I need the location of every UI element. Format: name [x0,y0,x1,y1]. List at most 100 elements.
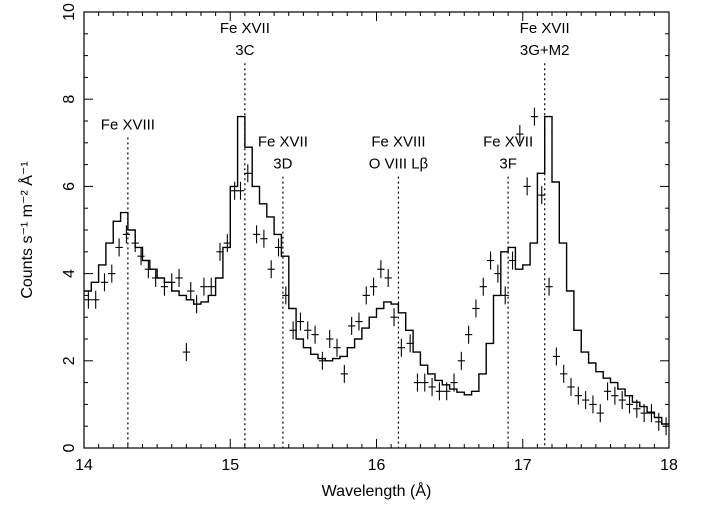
data-point [152,268,160,287]
data-point [311,325,319,344]
data-point [115,238,123,257]
data-point [100,273,109,292]
data-point [252,225,261,244]
line-label: Fe XVII [520,20,570,37]
data-point [545,277,553,296]
line-annotation: Fe XVII 3D [258,134,308,448]
data-point [160,277,169,296]
data-point [207,277,215,296]
data-point [296,312,305,331]
data-point [216,242,224,261]
line-label: 3C [235,42,254,59]
line-annotation: Fe XVII 3G+M2 [520,20,570,448]
data-point [289,321,297,340]
data-point [384,268,392,287]
data-point [340,364,348,383]
data-point [347,316,356,335]
line-label: Fe XVII [258,134,308,151]
data-point [494,264,502,283]
line-annotation: Fe XVII 3C [220,20,270,448]
data-points-series [84,107,670,436]
data-point [538,186,546,205]
y-tick-label: 4 [61,269,78,278]
y-tick-label: 2 [61,356,78,365]
y-axis-label: Counts s⁻¹ m⁻² Å⁻¹ [17,161,36,298]
data-point [618,391,626,410]
y-tick-label: 8 [61,95,78,104]
data-point [640,404,648,423]
y-tick-label: 10 [61,3,78,21]
data-point [421,373,429,392]
data-point [435,382,444,401]
data-point [413,373,422,392]
data-point [122,225,131,244]
data-point [633,399,641,418]
axes: 14 15 16 17 18 0 2 4 6 8 10 [61,3,678,474]
x-axis-label: Wavelength (Å) [322,481,432,500]
line-annotation: Fe XVIII [101,116,155,448]
x-tick-label: 14 [75,457,93,474]
data-point [144,260,153,279]
data-point [260,229,268,248]
y-tick-label: 6 [61,182,78,191]
line-label: Fe XVIII [371,134,425,151]
line-annotation: Fe XVIII O VIII Lβ [369,134,429,448]
data-point [603,382,612,401]
data-point [223,234,231,253]
data-point [304,321,312,340]
data-point [377,260,385,279]
data-point [200,277,208,296]
data-point [236,181,245,200]
data-point [369,277,378,296]
line-label: O VIII Lβ [369,156,429,173]
data-point [192,295,201,314]
data-point [318,351,327,370]
line-label: 3G+M2 [520,42,570,59]
x-tick-label: 18 [660,457,678,474]
data-point [182,343,191,362]
data-point [131,234,139,253]
data-point [137,247,145,266]
data-point [406,334,414,353]
data-point [596,404,604,423]
data-point [84,290,93,309]
data-point [326,330,334,348]
data-point [611,386,619,405]
data-point [92,290,100,309]
data-point [552,347,561,366]
data-point [574,386,582,405]
data-point [282,286,290,305]
x-tick-label: 15 [221,457,239,474]
data-point [362,286,370,305]
data-point [175,268,183,287]
data-point [464,325,473,344]
data-point [397,338,406,357]
data-point [508,251,517,270]
data-point [267,260,275,279]
line-label: 3F [499,156,517,173]
data-point [274,238,283,257]
data-point [655,412,663,431]
data-point [560,364,568,383]
data-point [355,312,363,331]
data-point [516,125,524,144]
data-point [647,404,656,423]
data-point [581,391,590,410]
line-label: Fe XVII [483,134,533,151]
line-label: Fe XVIII [101,116,155,133]
model-step-series [84,115,669,425]
line-annotations: Fe XVIII Fe XVII 3C Fe XVII 3D Fe XVIII O VIII… [101,20,570,448]
data-point [501,286,509,305]
data-point [530,107,539,126]
data-point [625,395,634,414]
data-point [472,299,480,318]
data-point [457,351,465,370]
data-point [523,177,531,196]
data-point [244,164,252,183]
data-point [187,282,195,301]
data-point [479,277,487,296]
data-point [450,373,458,392]
data-point [589,395,597,414]
data-point [390,308,398,327]
